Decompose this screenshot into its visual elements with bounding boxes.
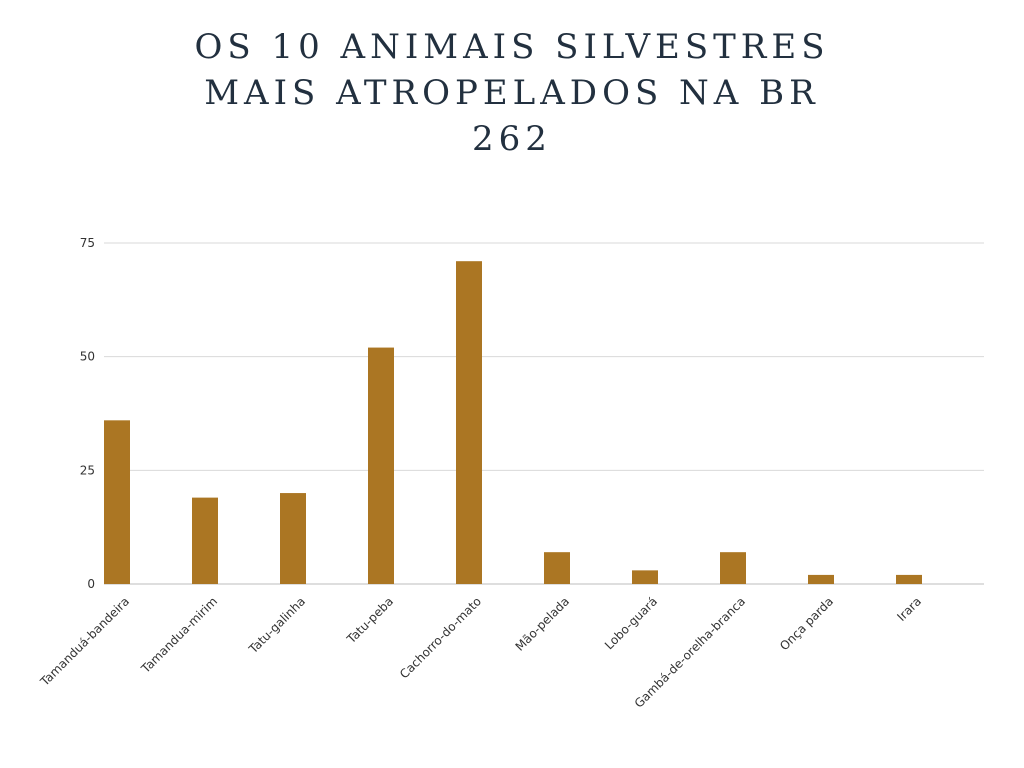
bar-tamandua-mirim <box>192 497 218 584</box>
x-tick-label: Tatu-galinha <box>246 594 309 657</box>
y-tick-label: 25 <box>80 463 95 477</box>
bar-tamanduá-bandeira <box>104 420 130 584</box>
bar-cachorro-do-mato <box>456 261 482 584</box>
bar-mão-pelada <box>544 552 570 584</box>
x-axis-labels: Tamanduá-bandeira Tamandua-mirim Tatu-gali… <box>37 594 924 710</box>
gridlines <box>104 242 984 585</box>
y-axis-ticks: 0 25 50 75 <box>80 236 95 591</box>
bar-onça-parda <box>808 574 834 584</box>
x-tick-label: Tatu-peba <box>344 594 397 647</box>
bar-tatu-peba <box>368 347 394 584</box>
x-tick-label: Tamanduá-bandeira <box>37 594 132 689</box>
y-tick-label: 50 <box>80 350 95 364</box>
x-tick-label: Lobo-guará <box>602 594 660 652</box>
x-tick-label: Mão-pelada <box>513 594 573 654</box>
y-tick-label: 75 <box>80 236 95 250</box>
bar-tatu-galinha <box>280 493 306 584</box>
bars <box>104 261 922 584</box>
bar-irara <box>896 574 922 584</box>
chart-title: OS 10 ANIMAIS SILVESTRES MAIS ATROPELADO… <box>194 27 830 159</box>
x-tick-label: Tamandua-mirim <box>138 594 220 676</box>
x-tick-label: Cachorro-do-mato <box>397 594 484 681</box>
bar-lobo-guará <box>632 570 658 584</box>
y-tick-label: 0 <box>87 577 95 591</box>
x-tick-label: Irara <box>894 594 924 624</box>
x-tick-label: Onça parda <box>777 594 836 653</box>
bar-gambá-de-orelha-branca <box>720 552 746 584</box>
